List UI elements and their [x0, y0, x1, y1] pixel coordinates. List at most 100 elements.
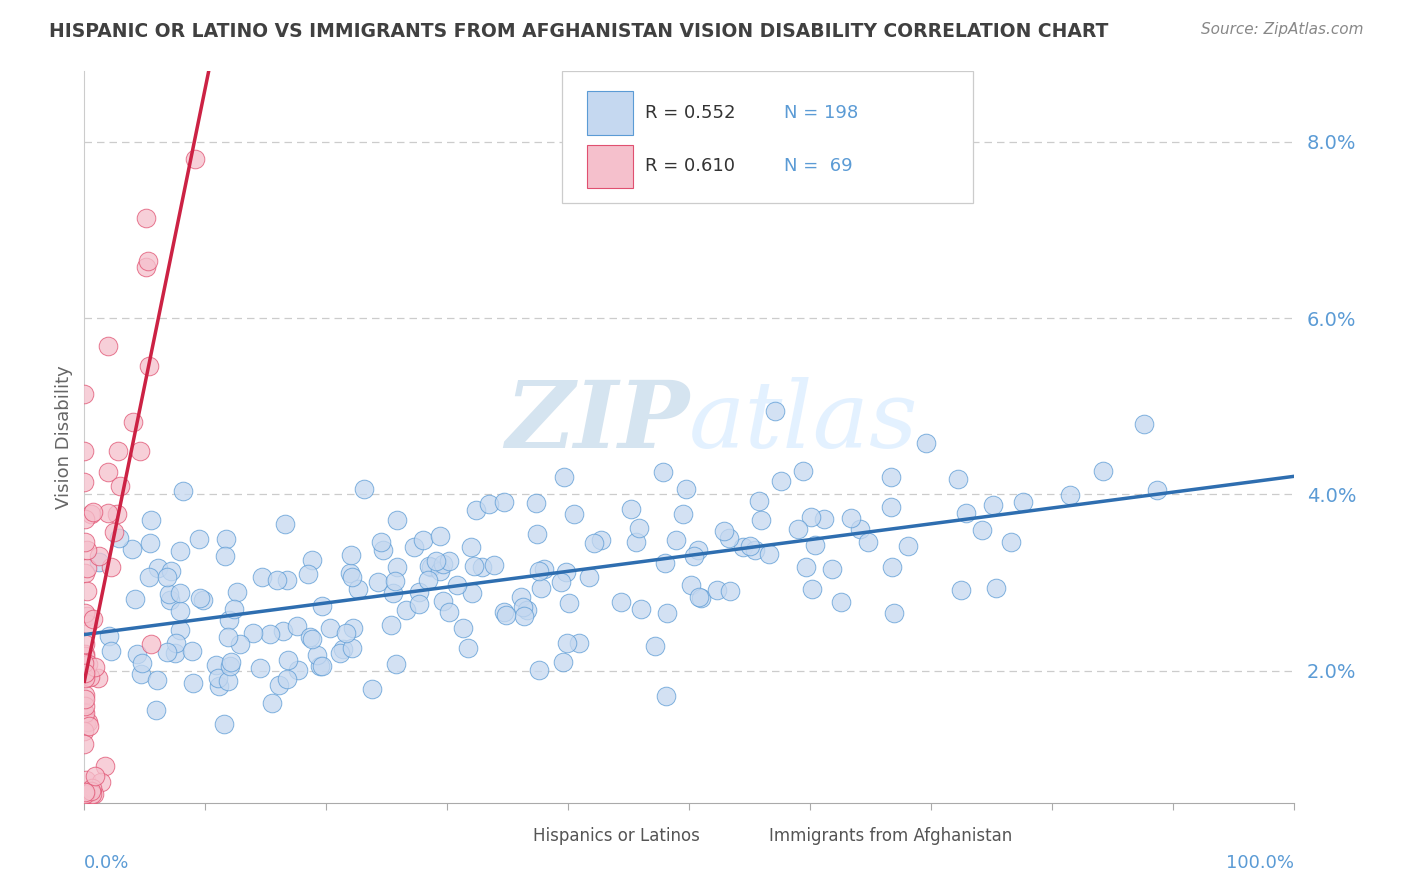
Text: 100.0%: 100.0% — [1226, 854, 1294, 872]
Point — [274, 517, 297, 532]
Point — [353, 482, 375, 496]
Point — [180, 644, 202, 658]
Point — [478, 497, 501, 511]
Point — [75, 688, 97, 702]
Point — [77, 714, 100, 729]
Point — [432, 593, 454, 607]
Point — [794, 560, 817, 574]
Point — [125, 648, 148, 662]
Point — [73, 656, 96, 670]
Point — [80, 507, 103, 521]
Point — [73, 649, 96, 664]
Point — [792, 464, 814, 478]
Point — [513, 608, 536, 623]
Point — [339, 548, 361, 562]
Text: ZIP: ZIP — [505, 377, 689, 467]
Point — [332, 642, 354, 657]
Point — [299, 630, 322, 644]
Point — [97, 506, 120, 520]
Point — [76, 609, 98, 624]
Point — [748, 494, 770, 508]
Point — [1059, 488, 1081, 502]
Point — [188, 591, 211, 605]
Point — [83, 787, 105, 801]
Point — [183, 153, 205, 167]
Point — [156, 570, 179, 584]
Point — [360, 681, 382, 696]
Point — [583, 536, 606, 550]
Point — [408, 597, 430, 611]
Point — [713, 524, 735, 538]
Point — [287, 663, 309, 677]
Point — [319, 621, 342, 635]
Point — [224, 602, 246, 616]
Point — [675, 482, 697, 496]
Point — [512, 600, 534, 615]
Point — [249, 661, 271, 675]
Point — [461, 586, 484, 600]
Point — [165, 646, 187, 660]
Point — [157, 587, 180, 601]
Point — [340, 570, 363, 584]
Point — [564, 507, 586, 521]
Text: Source: ZipAtlas.com: Source: ZipAtlas.com — [1201, 22, 1364, 37]
Point — [131, 657, 153, 671]
Point — [527, 564, 550, 578]
Point — [533, 562, 555, 576]
Point — [145, 673, 167, 687]
Point — [76, 657, 98, 671]
Point — [87, 671, 110, 685]
Point — [1146, 483, 1168, 497]
Point — [786, 522, 808, 536]
Point — [385, 657, 408, 671]
Point — [551, 656, 574, 670]
Point — [432, 558, 454, 572]
Point — [301, 553, 323, 567]
Point — [218, 613, 240, 627]
Point — [135, 260, 157, 274]
Point — [412, 533, 434, 547]
Point — [946, 472, 969, 486]
Point — [226, 585, 249, 599]
Point — [252, 570, 274, 584]
Point — [181, 676, 204, 690]
Point — [73, 737, 96, 751]
Point — [516, 603, 538, 617]
Point — [553, 470, 575, 484]
Point — [495, 608, 517, 623]
Point — [229, 638, 252, 652]
Point — [644, 639, 666, 653]
Point — [384, 574, 406, 588]
Point — [897, 539, 920, 553]
Point — [97, 629, 120, 643]
Point — [73, 666, 96, 681]
Point — [652, 465, 675, 479]
Point — [339, 566, 361, 580]
Point — [242, 626, 264, 640]
Point — [121, 415, 143, 429]
Point — [555, 566, 578, 580]
Point — [620, 501, 643, 516]
Point — [706, 582, 728, 597]
Point — [465, 503, 488, 517]
Point — [404, 540, 426, 554]
Point — [79, 670, 101, 684]
Point — [800, 582, 823, 597]
Point — [463, 558, 485, 573]
Point — [84, 660, 107, 674]
Point — [145, 702, 167, 716]
FancyBboxPatch shape — [588, 145, 633, 188]
Point — [418, 573, 440, 587]
Point — [139, 536, 162, 550]
Point — [733, 540, 755, 554]
Point — [129, 667, 152, 681]
Point — [75, 637, 97, 651]
Point — [624, 534, 647, 549]
Point — [471, 560, 494, 574]
Point — [73, 787, 96, 801]
Point — [311, 599, 333, 613]
Point — [688, 590, 710, 604]
Point — [73, 787, 96, 801]
Point — [880, 500, 903, 514]
Point — [76, 543, 98, 558]
